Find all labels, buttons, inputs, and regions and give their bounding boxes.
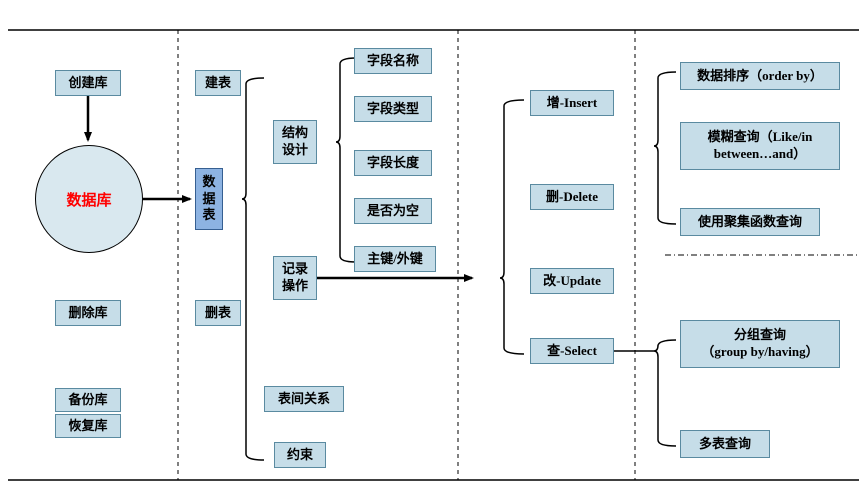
node-create_tbl: 建表	[195, 70, 241, 96]
node-group_by: 分组查询 （group by/having）	[680, 320, 840, 368]
node-insert: 增-Insert	[530, 90, 614, 116]
node-constraint: 约束	[274, 442, 326, 468]
node-multi_tbl: 多表查询	[680, 430, 770, 458]
node-update: 改-Update	[530, 268, 614, 294]
node-select: 查-Select	[530, 338, 614, 364]
node-field_len: 字段长度	[354, 150, 432, 176]
node-record_op: 记录 操作	[273, 256, 317, 300]
node-pk_fk: 主键/外键	[354, 246, 436, 272]
node-agg: 使用聚集函数查询	[680, 208, 820, 236]
node-like_in: 模糊查询（Like/in between…and）	[680, 122, 840, 170]
node-field_type: 字段类型	[354, 96, 432, 122]
node-delete_tbl: 删表	[195, 300, 241, 326]
node-data_tbl: 数 据 表	[195, 168, 223, 230]
node-delete: 删-Delete	[530, 184, 614, 210]
node-db_circle: 数据库	[35, 145, 143, 253]
node-field_name: 字段名称	[354, 48, 432, 74]
node-tbl_relation: 表间关系	[264, 386, 344, 412]
node-nullable: 是否为空	[354, 198, 432, 224]
node-struct_des: 结构 设计	[273, 120, 317, 164]
node-delete_db: 删除库	[55, 300, 121, 326]
diagram-canvas: { "diagram": { "type": "tree", "canvas":…	[0, 0, 867, 500]
node-restore_db: 恢复库	[55, 414, 121, 438]
node-backup_db: 备份库	[55, 388, 121, 412]
node-create_db: 创建库	[55, 70, 121, 96]
node-order_by: 数据排序（order by）	[680, 62, 840, 90]
